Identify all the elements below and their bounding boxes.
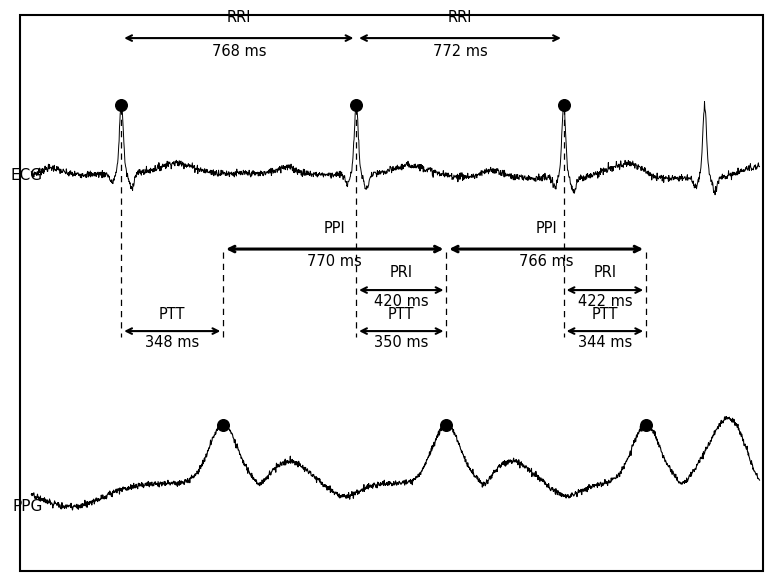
Point [440,420,453,430]
Text: PPI: PPI [536,221,557,236]
Text: RRI: RRI [448,10,472,25]
Text: 420 ms: 420 ms [374,294,428,309]
Text: PRI: PRI [390,264,413,280]
Text: 348 ms: 348 ms [145,335,200,350]
Text: 766 ms: 766 ms [519,254,573,269]
Text: PTT: PTT [388,306,414,322]
Text: PTT: PTT [159,306,186,322]
Point [350,101,363,110]
Text: 422 ms: 422 ms [578,294,632,309]
Point [640,420,652,430]
Point [115,101,128,110]
Text: 350 ms: 350 ms [374,335,428,350]
Text: 770 ms: 770 ms [308,254,362,269]
Text: PPG: PPG [13,499,43,515]
Point [557,101,570,110]
Text: ECG: ECG [11,168,43,183]
Text: PTT: PTT [592,306,618,322]
Text: PPI: PPI [324,221,345,236]
Text: RRI: RRI [226,10,251,25]
Text: 344 ms: 344 ms [578,335,632,350]
Point [217,420,229,430]
Text: PRI: PRI [594,264,616,280]
Text: 772 ms: 772 ms [433,44,487,59]
Text: 768 ms: 768 ms [211,44,266,59]
